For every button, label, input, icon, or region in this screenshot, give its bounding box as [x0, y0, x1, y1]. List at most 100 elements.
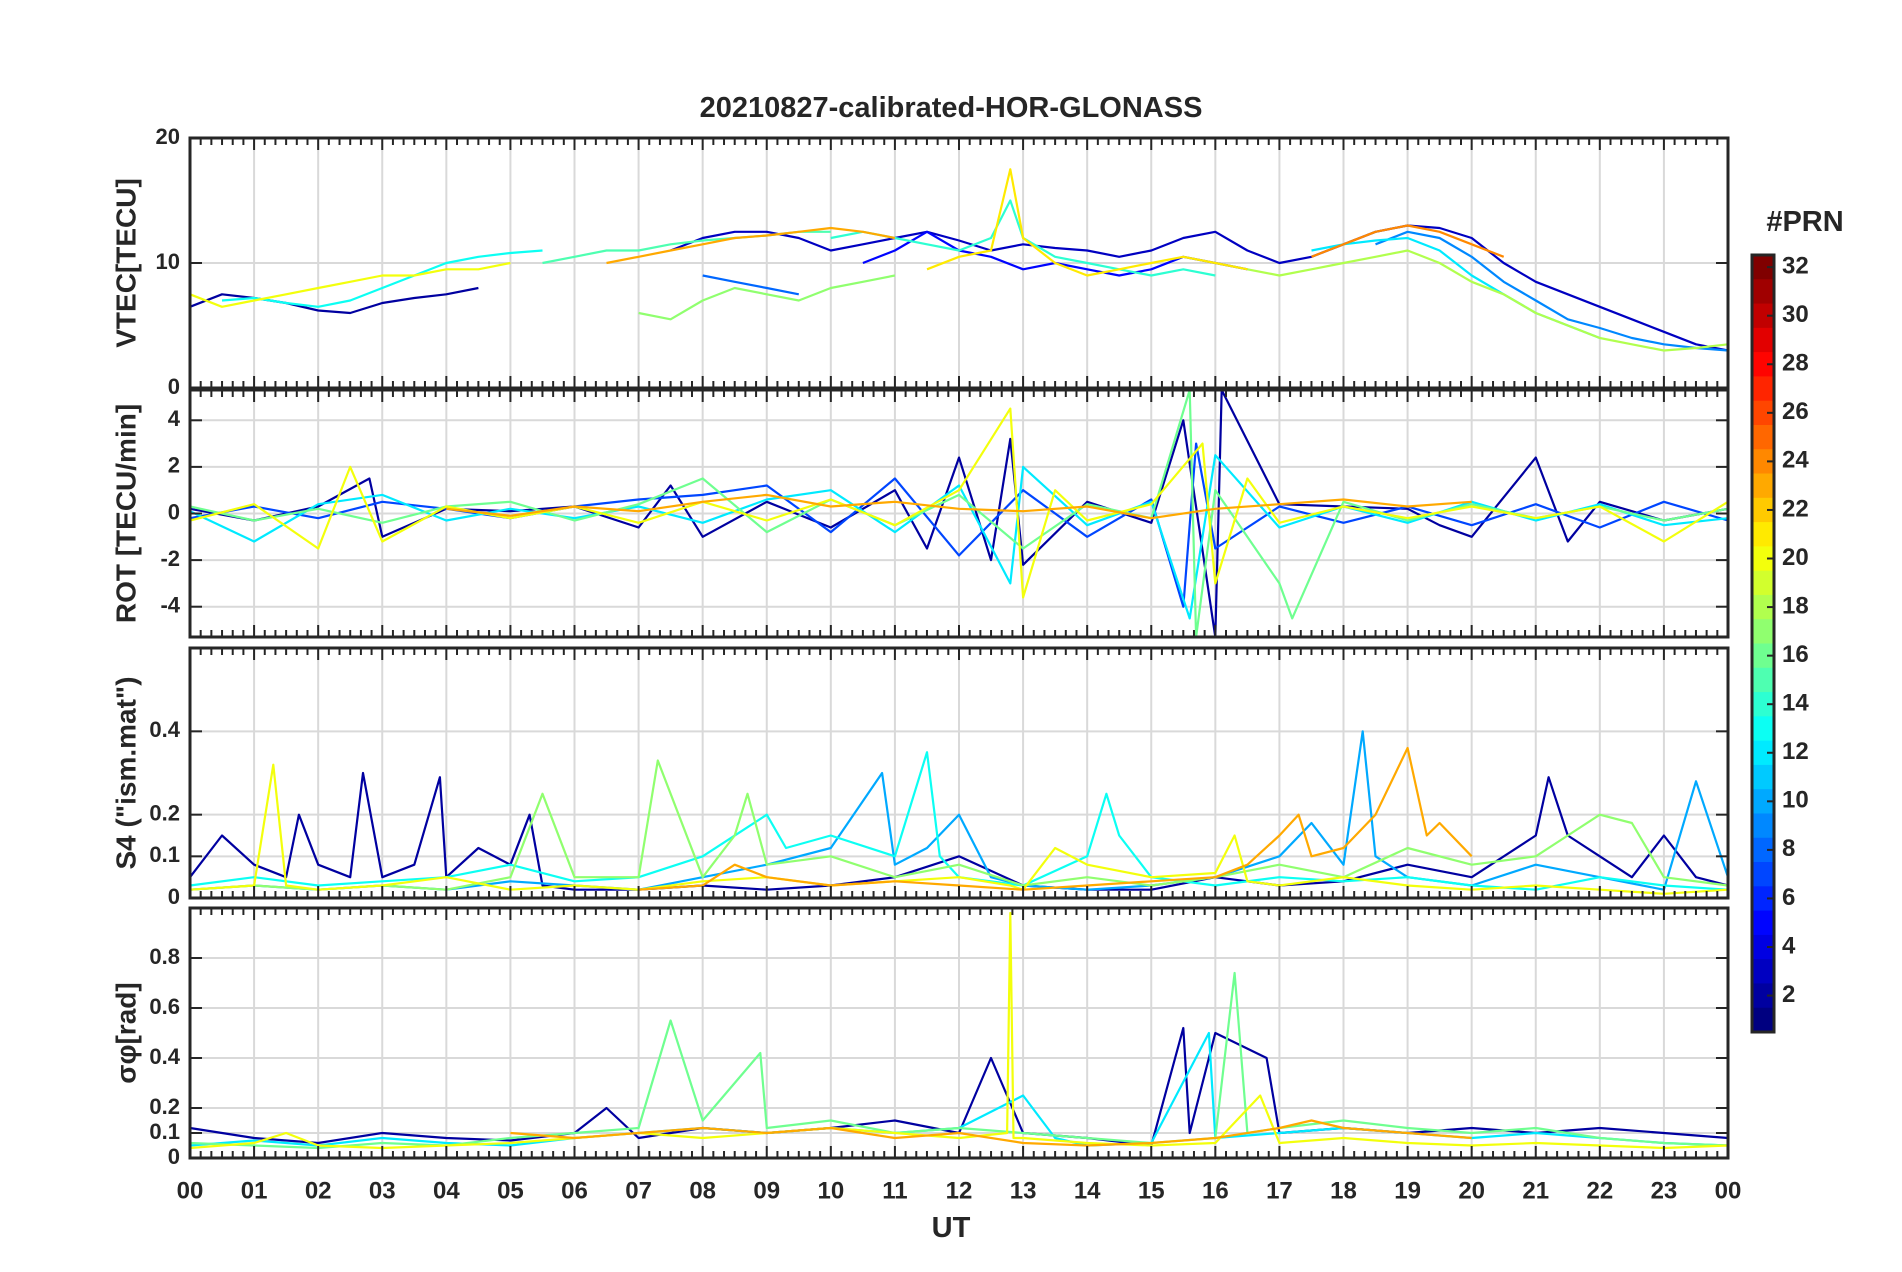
chart-title: 20210827-calibrated-HOR-GLONASS: [699, 92, 1203, 124]
panel-sigphi-ytick-label: 0.4: [149, 1044, 180, 1069]
colorbar-segment: [1752, 279, 1774, 305]
panel-vtec-series-prn-2: [189, 286, 479, 315]
panel-s4-series-prn-2: [189, 771, 1729, 891]
x-tick-label: 19: [1394, 1177, 1421, 1204]
colorbar-tick-label: 6: [1782, 884, 1795, 911]
panel-rot-ytick-label: -4: [160, 593, 180, 618]
colorbar-segment: [1752, 497, 1774, 523]
colorbar-tick-label: 4: [1782, 932, 1796, 959]
panel-s4-ytick-label: 0.4: [149, 717, 180, 742]
colorbar-tick-label: 32: [1782, 252, 1809, 279]
x-tick-label: 11: [882, 1177, 907, 1204]
colorbar-frame: [1750, 253, 1776, 1034]
panel-rot-series-prn-20: [189, 407, 1729, 599]
panel-sigphi-ytick-label: 0.1: [149, 1119, 180, 1144]
colorbar-segment: [1752, 400, 1774, 426]
colorbar-segment: [1752, 813, 1774, 839]
x-tick-label: 05: [497, 1177, 524, 1204]
panel-vtec-ytick-label: 0: [168, 374, 180, 399]
panel-vtec-ytick-label: 10: [156, 249, 180, 274]
x-tick-label: 06: [561, 1177, 588, 1204]
colorbar-segment: [1752, 522, 1774, 547]
colorbar-tick-label: 30: [1782, 301, 1809, 328]
colorbar-tick-label: 8: [1782, 835, 1795, 862]
panel-s4-ylabel: S4 ("ism.mat"): [110, 676, 141, 869]
colorbar-segment: [1752, 983, 1774, 1009]
colorbar-segment: [1752, 959, 1774, 985]
panel-vtec-ylabel: VTEC[TECU]: [110, 178, 141, 348]
x-tick-label: 13: [1010, 1177, 1037, 1204]
x-tick-label: 00: [1715, 1177, 1742, 1204]
panel-sigphi-series-prn-20: [189, 911, 1729, 1150]
colorbar-segment: [1752, 327, 1774, 353]
colorbar-segment: [1752, 1007, 1774, 1033]
colorbar-tick-label: 20: [1782, 544, 1809, 571]
colorbar-tick-label: 14: [1782, 690, 1809, 717]
colorbar-tick-label: 18: [1782, 592, 1809, 619]
panel-sigphi-series-prn-16: [189, 971, 1729, 1150]
panel-vtec-series-prn-21: [926, 168, 1248, 277]
panel-vtec-series-prn-23: [606, 226, 896, 265]
colorbar-segment: [1752, 594, 1774, 620]
panel-rot-ytick-label: 0: [168, 499, 180, 524]
colorbar-segment: [1752, 619, 1774, 645]
colorbar-segment: [1752, 473, 1774, 499]
x-tick-label: 21: [1522, 1177, 1549, 1204]
colorbar-tick-label: 12: [1782, 738, 1809, 765]
colorbar-segment: [1752, 643, 1774, 669]
x-tick-label: 23: [1651, 1177, 1678, 1204]
x-tick-label: 07: [625, 1177, 652, 1204]
x-tick-label: 16: [1202, 1177, 1229, 1204]
colorbar-segment: [1752, 837, 1774, 863]
colorbar-tick-label: 26: [1782, 398, 1809, 425]
panel-vtec-series-prn-14: [830, 199, 1216, 277]
x-tick-label: 04: [433, 1177, 460, 1204]
x-tick-label: 14: [1074, 1177, 1101, 1204]
panel-vtec-series-prn-9: [1375, 230, 1729, 352]
panel-rot-series-prn-2: [189, 388, 1729, 639]
x-tick-label: 03: [369, 1177, 396, 1204]
colorbar-tick-label: 24: [1782, 447, 1809, 474]
panel-vtec-series-prn-24: [1311, 224, 1505, 258]
colorbar-segment: [1752, 764, 1774, 790]
panel-s4-ytick-label: 0.1: [149, 842, 180, 867]
panel-s4-series-prn-23: [638, 746, 1473, 891]
colorbar-tick-label: 2: [1782, 981, 1795, 1008]
panel-rot-series-prn-23: [446, 493, 1472, 520]
panel-s4-ytick-label: 0.2: [149, 800, 180, 825]
panel-sigphi-ytick-label: 0.2: [149, 1094, 180, 1119]
panel-vtec-series-prn-18: [1247, 249, 1729, 352]
colorbar-segment: [1752, 255, 1774, 280]
colorbar-segment: [1752, 376, 1774, 402]
panel-sigphi-ytick-label: 0: [168, 1144, 180, 1169]
colorbar-segment: [1752, 352, 1774, 378]
panel-vtec-series-prn-3: [670, 224, 1729, 352]
panel-rot-ylabel: ROT [TECU/min]: [110, 404, 141, 623]
panel-s4-ytick-label: 0: [168, 884, 180, 909]
x-tick-label: 00: [177, 1177, 204, 1204]
colorbar-segment: [1752, 546, 1774, 572]
panel-s4-series-prn-20: [189, 763, 1729, 895]
panel-s4-series-prn-17: [189, 759, 1729, 891]
panel-vtec-ytick-label: 20: [156, 124, 180, 149]
x-tick-label: 22: [1586, 1177, 1613, 1204]
x-tick-label: 12: [946, 1177, 973, 1204]
panel-rot-ytick-label: -2: [160, 546, 180, 571]
x-tick-label: 15: [1138, 1177, 1165, 1204]
x-tick-label: 09: [753, 1177, 780, 1204]
colorbar-segment: [1752, 740, 1774, 766]
colorbar-tick-label: 16: [1782, 641, 1809, 668]
colorbar-segment: [1752, 789, 1774, 815]
panel-rot-ytick-label: 4: [168, 406, 181, 431]
x-tick-label: 02: [305, 1177, 332, 1204]
colorbar-segment: [1752, 716, 1774, 742]
colorbar-segment: [1752, 934, 1774, 960]
colorbar-segment: [1752, 692, 1774, 717]
x-tick-label: 01: [241, 1177, 268, 1204]
colorbar-title: #PRN: [1766, 206, 1844, 238]
panel-sigphi-ytick-label: 0.8: [149, 944, 180, 969]
colorbar-segment: [1752, 886, 1774, 912]
x-axis-label: UT: [931, 1212, 971, 1244]
x-tick-label: 17: [1266, 1177, 1293, 1204]
